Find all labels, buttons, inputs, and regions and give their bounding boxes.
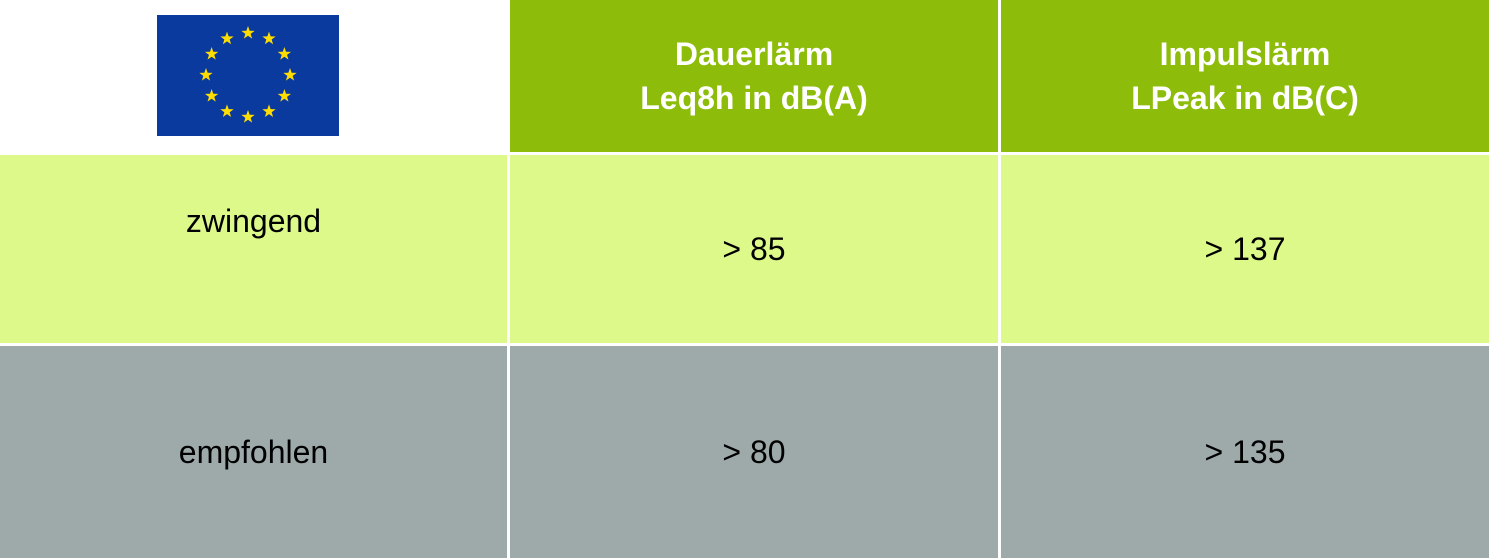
star <box>277 47 292 60</box>
header-line: LPeak in dB(C) <box>1131 80 1359 116</box>
header-cell: Dauerlärm Leq8h in dB(A) <box>510 0 998 152</box>
star <box>283 68 297 81</box>
header-line: Impulslärm <box>1159 36 1331 72</box>
star <box>241 110 255 123</box>
star <box>204 89 219 102</box>
star <box>241 26 255 39</box>
header-line: Leq8h in dB(A) <box>640 80 868 116</box>
cell-text: > 80 <box>722 433 786 470</box>
cell: > 80 <box>510 346 998 558</box>
cell-text: > 85 <box>722 230 786 267</box>
row-label: zwingend <box>0 155 507 343</box>
star <box>262 104 276 118</box>
header-cell: Impulslärm LPeak in dB(C) <box>1001 0 1489 152</box>
star <box>262 31 276 45</box>
header-line: Dauerlärm <box>674 36 834 72</box>
star <box>220 31 234 45</box>
cell-text: empfohlen <box>178 433 329 470</box>
star <box>199 68 213 81</box>
star <box>204 47 219 60</box>
cell: > 135 <box>1001 346 1489 558</box>
cell-text: > 135 <box>1204 433 1286 470</box>
cell-text: > 137 <box>1204 230 1286 267</box>
row-label: empfohlen <box>0 346 507 558</box>
eu-flag <box>157 15 339 136</box>
cell: > 137 <box>1001 155 1489 343</box>
cell: > 85 <box>510 155 998 343</box>
star <box>277 89 292 102</box>
cell-text: zwingend <box>185 203 322 239</box>
star <box>220 104 234 118</box>
